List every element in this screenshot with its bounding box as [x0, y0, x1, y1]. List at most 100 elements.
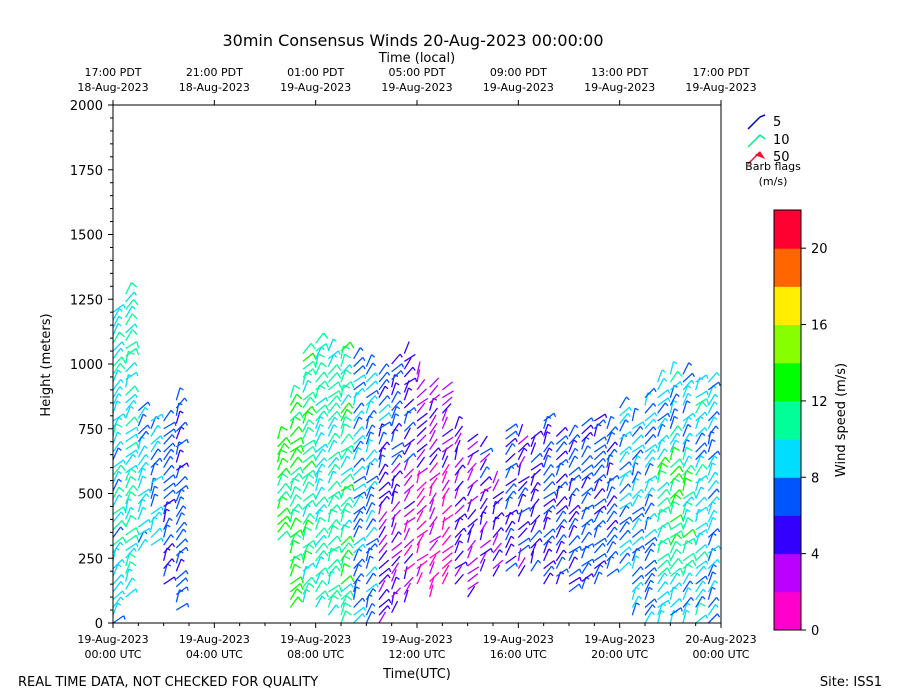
wind-barb — [391, 576, 400, 590]
barb-half-feather — [579, 577, 582, 582]
barb-shaft — [416, 495, 426, 507]
barb-shaft — [315, 353, 319, 367]
wind-barb — [517, 487, 529, 500]
wind-barb — [695, 411, 708, 422]
barb-shaft — [353, 416, 360, 430]
wind-barb — [441, 403, 452, 414]
wind-barb — [340, 496, 355, 507]
x-tick-date: 19-Aug-2023 — [77, 633, 148, 646]
wind-barb — [454, 561, 468, 570]
barb-shaft — [619, 492, 631, 502]
wind-barb — [416, 369, 421, 383]
wind-barb — [378, 534, 388, 546]
barb-shaft — [505, 462, 517, 471]
wind-barb — [391, 454, 403, 466]
barb-shaft — [163, 543, 173, 554]
barb-shaft — [112, 447, 119, 461]
wind-barb — [530, 543, 537, 556]
barb-shaft — [340, 549, 349, 562]
barb-column — [479, 435, 494, 572]
wind-barb — [403, 544, 413, 557]
wind-barb — [669, 582, 683, 593]
barb-shaft — [112, 596, 122, 608]
wind-barb — [416, 434, 427, 445]
barb-shaft — [657, 521, 669, 531]
barb-shaft — [353, 457, 363, 469]
wind-barb — [289, 426, 304, 437]
barb-half-feather — [511, 443, 516, 447]
barb-half-feather — [515, 562, 518, 567]
wind-barb — [403, 421, 417, 432]
wind-barb — [682, 455, 693, 468]
wind-barb — [277, 521, 291, 533]
barb-shaft — [289, 436, 302, 445]
barb-shaft — [112, 341, 123, 352]
barb-shaft — [517, 537, 530, 546]
wind-barb — [530, 550, 535, 564]
barb-column — [137, 401, 152, 551]
barb-shaft — [669, 610, 675, 624]
barb-shaft — [327, 424, 335, 437]
wind-barb — [517, 447, 528, 461]
x-tick-time: 00:00 UTC — [84, 648, 141, 661]
barb-shaft — [619, 501, 632, 510]
barb-shaft — [606, 568, 618, 577]
barb-half-feather — [625, 419, 629, 423]
barb-shaft — [631, 536, 643, 546]
wind-barb — [619, 492, 632, 502]
barb-half-feather — [604, 444, 608, 449]
barb-shaft — [682, 552, 694, 562]
barb-shaft — [631, 494, 639, 507]
barb-shaft — [137, 406, 146, 419]
barb-shaft — [315, 517, 321, 530]
barb-feather — [312, 493, 317, 501]
barb-half-feather — [371, 424, 376, 429]
barb-half-feather — [715, 603, 719, 608]
barb-half-feather — [688, 572, 693, 577]
barb-shaft — [695, 595, 703, 608]
barb-half-feather — [387, 605, 391, 610]
barb-half-feather — [120, 526, 124, 531]
barb-shaft — [391, 454, 400, 466]
barb-shaft — [669, 533, 678, 546]
barb-shaft — [315, 346, 322, 360]
barb-shaft — [707, 450, 719, 461]
barb-feather — [323, 550, 329, 557]
barb-shaft — [391, 483, 398, 497]
wind-barb — [530, 538, 543, 549]
barb-shaft — [340, 575, 352, 585]
barb-shaft — [353, 440, 362, 453]
barb-feather — [135, 534, 140, 542]
barb-shaft — [543, 464, 552, 476]
barb-shaft — [112, 363, 121, 375]
barb-shaft — [175, 546, 187, 557]
barb-shaft — [568, 517, 576, 531]
barb-half-feather — [361, 426, 365, 431]
barb-half-feather — [629, 516, 633, 521]
barb-shaft — [619, 546, 630, 557]
colorbar-tick-label: 0 — [811, 624, 819, 639]
wind-barb — [454, 439, 461, 453]
wind-barb — [302, 426, 315, 440]
barb-shaft — [175, 410, 181, 424]
wind-barb — [707, 496, 720, 507]
wind-barb — [340, 610, 352, 624]
wind-barb — [631, 536, 645, 546]
wind-barb — [454, 533, 462, 546]
barb-half-feather — [690, 596, 695, 601]
wind-barb — [631, 444, 646, 453]
barb-shaft — [403, 489, 411, 502]
barb-half-feather — [323, 504, 328, 509]
wind-barb — [429, 492, 437, 505]
wind-barb — [112, 596, 124, 608]
barb-shaft — [289, 494, 297, 507]
barb-half-feather — [350, 467, 354, 472]
barb-shaft — [669, 400, 674, 414]
barb-shaft — [543, 504, 554, 515]
barb-half-feather — [687, 587, 692, 591]
barb-half-feather — [387, 481, 391, 486]
barb-half-feather — [133, 400, 137, 404]
barb-shaft — [112, 304, 124, 313]
colorbar-tick-label: 16 — [811, 319, 828, 334]
barb-feather — [305, 526, 312, 531]
